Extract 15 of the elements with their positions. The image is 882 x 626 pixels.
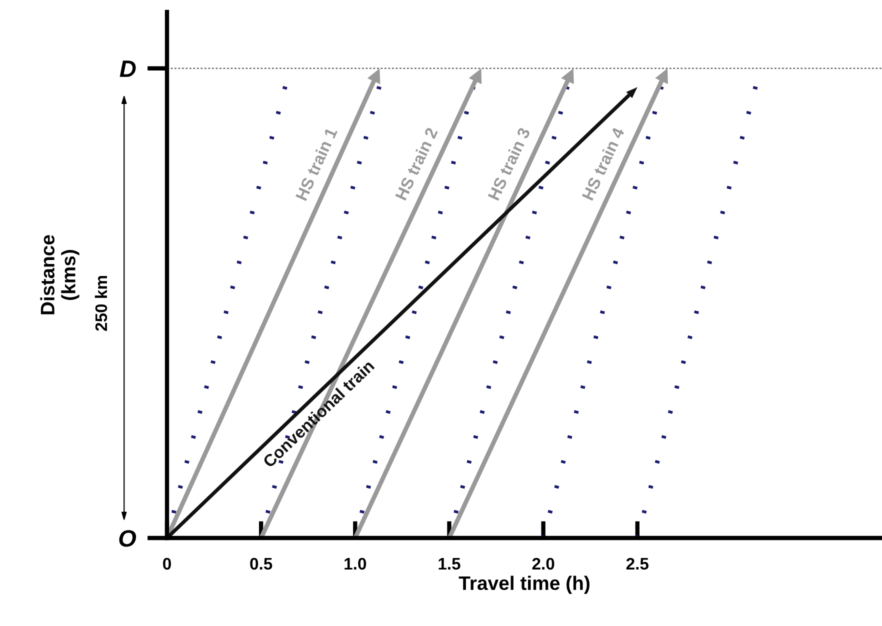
x-axis-title: Travel time (h)	[458, 576, 590, 594]
text: HS train 3	[487, 126, 531, 201]
x-tick-label: 2.5	[626, 558, 649, 570]
x-tick-label: 1.0	[344, 558, 366, 570]
x-tick-label: 1.5	[438, 558, 460, 570]
text: Distance (kms)	[40, 235, 80, 314]
text: HS train 4	[581, 126, 625, 201]
x-tick-label: 2.0	[532, 558, 554, 570]
text: O	[119, 530, 136, 547]
text: HS train 1	[295, 126, 338, 202]
text: D	[120, 60, 136, 77]
text: 250 km	[94, 276, 108, 331]
x-tick-label: 0.5	[250, 558, 272, 570]
text: HS train 2	[394, 126, 438, 201]
x-tick-label: 0	[163, 558, 171, 570]
